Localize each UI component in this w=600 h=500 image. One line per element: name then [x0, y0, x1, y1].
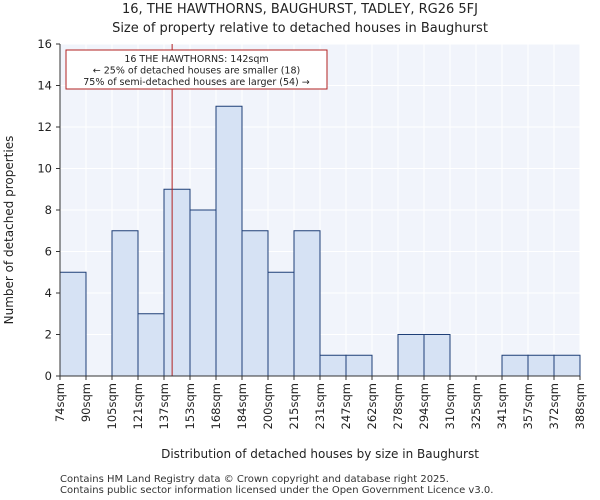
y-tick-label: 6	[45, 245, 52, 259]
x-tick-label: 278sqm	[391, 383, 405, 429]
histogram-bar	[189, 209, 217, 377]
y-tick-label: 10	[37, 162, 52, 176]
footer-line-1: Contains HM Land Registry data © Crown c…	[60, 474, 449, 485]
x-tick-label: 137sqm	[157, 383, 171, 429]
x-tick-label: 357sqm	[521, 383, 535, 429]
histogram-bar	[241, 230, 269, 377]
histogram-bar	[397, 334, 425, 377]
histogram-bar	[345, 354, 373, 377]
x-tick-label: 200sqm	[261, 383, 275, 429]
x-tick-label: 74sqm	[53, 383, 67, 422]
x-tick-label: 231sqm	[313, 383, 327, 429]
x-tick-label: 168sqm	[209, 383, 223, 429]
y-tick-label: 12	[37, 120, 52, 134]
histogram-bar	[111, 230, 139, 377]
histogram-bar	[215, 105, 243, 377]
y-tick-label: 0	[45, 369, 52, 383]
x-tick-label: 372sqm	[547, 383, 561, 429]
y-tick-label: 16	[37, 37, 52, 51]
histogram-bar	[137, 313, 165, 377]
x-tick-label: 325sqm	[469, 383, 483, 429]
histogram-bar	[423, 334, 451, 377]
histogram-bar	[267, 271, 295, 377]
annotation-box	[65, 49, 328, 90]
x-tick-label: 184sqm	[235, 383, 249, 429]
x-tick-label: 310sqm	[443, 383, 457, 429]
histogram-bar	[527, 354, 555, 377]
y-tick-label: 2	[45, 328, 52, 342]
y-tick-label: 4	[45, 286, 52, 300]
x-tick-label: 294sqm	[417, 383, 431, 429]
x-tick-label: 90sqm	[79, 383, 93, 422]
y-tick-label: 14	[37, 79, 52, 93]
histogram-bar	[59, 271, 87, 377]
x-tick-label: 247sqm	[339, 383, 353, 429]
y-tick-label: 8	[45, 203, 52, 217]
x-tick-label: 262sqm	[365, 383, 379, 429]
x-tick-label: 121sqm	[131, 383, 145, 429]
x-tick-label: 153sqm	[183, 383, 197, 429]
histogram-bar	[293, 230, 321, 377]
annotation-line: 16 THE HAWTHORNS: 142sqm	[124, 54, 268, 65]
histogram-bar	[501, 354, 529, 377]
x-tick-label: 388sqm	[573, 383, 587, 429]
footer-line-2: Contains public sector information licen…	[60, 485, 494, 496]
chart-subtitle: Size of property relative to detached ho…	[112, 21, 488, 36]
chart-title: 16, THE HAWTHORNS, BAUGHURST, TADLEY, RG…	[122, 2, 478, 17]
annotation-line: ← 25% of detached houses are smaller (18…	[93, 66, 300, 77]
histogram-bar	[553, 354, 581, 377]
x-tick-label: 105sqm	[105, 383, 119, 429]
x-tick-label: 341sqm	[495, 383, 509, 429]
annotation-line: 75% of semi-detached houses are larger (…	[83, 77, 310, 88]
histogram-bar	[163, 188, 191, 377]
x-tick-label: 215sqm	[287, 383, 301, 429]
x-axis-label: Distribution of detached houses by size …	[161, 447, 479, 461]
y-axis-label: Number of detached properties	[2, 136, 16, 325]
histogram-bar	[319, 354, 347, 377]
